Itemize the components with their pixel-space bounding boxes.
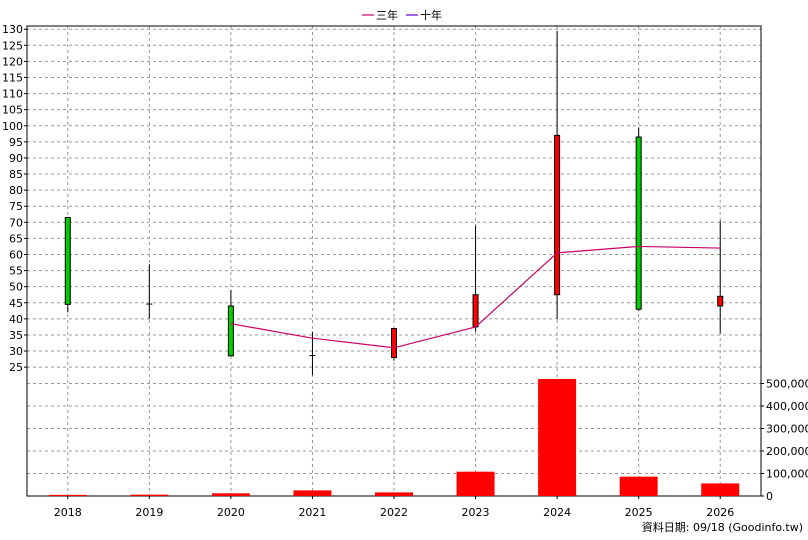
x-tick-label: 2025 — [625, 506, 653, 519]
price-tick-label: 45 — [9, 297, 23, 310]
moving-average-lines — [230, 245, 721, 349]
price-tick-label: 65 — [9, 232, 23, 245]
volume-bar — [130, 494, 169, 496]
price-tick-label: 35 — [9, 329, 23, 342]
gridlines — [27, 26, 761, 497]
volume-tick-label: 500,000 — [766, 378, 808, 391]
price-tick-label: 25 — [9, 361, 23, 374]
price-tick-label: 40 — [9, 313, 23, 326]
price-tick-label: 55 — [9, 265, 23, 278]
price-tick-label: 70 — [9, 216, 23, 229]
candle-body — [472, 294, 479, 328]
data-date-footer: 資料日期: 09/18 (Goodinfo.tw) — [642, 520, 803, 534]
tick-labels: 25 30 35 40 45 50 55 60 65 70 75 80 85 90 95 100 105 110 1… — [2, 23, 808, 519]
price-tick-label: 85 — [9, 168, 23, 181]
volume-bar — [375, 492, 413, 496]
price-tick-label: 100 — [2, 120, 23, 133]
volume-bar — [293, 490, 332, 496]
volume-tick-label: 200,000 — [766, 445, 808, 458]
x-tick-label: 2020 — [217, 506, 245, 519]
price-tick-label: 130 — [2, 23, 23, 36]
volume-tick-label: 0 — [766, 490, 773, 503]
volume-bars — [48, 379, 740, 496]
price-tick-label: 95 — [9, 136, 23, 149]
volume-bar — [48, 494, 87, 496]
price-tick-label: 115 — [2, 71, 23, 84]
x-tick-label: 2018 — [54, 506, 82, 519]
legend: 三年 十年 — [362, 8, 442, 22]
candle-body — [635, 136, 642, 310]
x-tick-label: 2024 — [543, 506, 571, 519]
price-tick-label: 125 — [2, 39, 23, 52]
x-tick-label: 2021 — [298, 506, 326, 519]
price-tick-label: 90 — [9, 152, 23, 165]
legend-ten-year-label: 十年 — [420, 8, 442, 22]
legend-three-year-label: 三年 — [376, 8, 398, 22]
price-tick-label: 80 — [9, 184, 23, 197]
ma-line-three-year — [230, 245, 721, 349]
x-tick-label: 2019 — [135, 506, 163, 519]
volume-bar — [701, 483, 740, 496]
volume-tick-label: 300,000 — [766, 423, 808, 436]
x-tick-label: 2026 — [706, 506, 734, 519]
candle-body — [554, 134, 561, 296]
volume-bar — [456, 471, 495, 496]
price-tick-label: 110 — [2, 88, 23, 101]
volume-bar — [211, 493, 250, 496]
volume-tick-label: 400,000 — [766, 400, 808, 413]
candlesticks — [64, 30, 724, 376]
price-tick-label: 60 — [9, 248, 23, 261]
volume-tick-label: 100,000 — [766, 468, 808, 481]
x-tick-label: 2023 — [462, 506, 490, 519]
price-tick-label: 75 — [9, 200, 23, 213]
candle-body — [717, 295, 724, 307]
price-tick-label: 120 — [2, 55, 23, 68]
volume-bar — [619, 476, 658, 496]
candle-body — [64, 216, 71, 305]
price-tick-label: 30 — [9, 345, 23, 358]
price-tick-label: 50 — [9, 281, 23, 294]
price-tick-label: 105 — [2, 104, 23, 117]
x-tick-label: 2022 — [380, 506, 408, 519]
candle-body — [227, 305, 234, 357]
volume-bar — [538, 379, 577, 496]
candle-body — [391, 328, 397, 358]
